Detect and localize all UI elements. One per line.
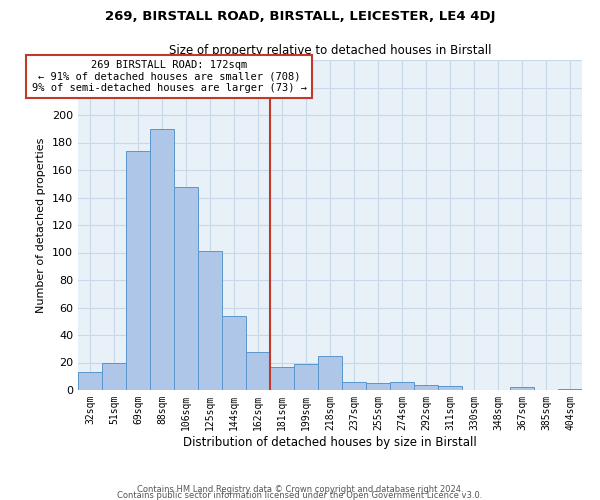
Bar [366,383,390,390]
Text: Contains public sector information licensed under the Open Government Licence v3: Contains public sector information licen… [118,490,482,500]
Bar [438,386,462,390]
Bar [342,382,366,390]
Bar [558,388,582,390]
Text: 269, BIRSTALL ROAD, BIRSTALL, LEICESTER, LE4 4DJ: 269, BIRSTALL ROAD, BIRSTALL, LEICESTER,… [105,10,495,23]
Bar [222,316,246,390]
Bar [318,356,342,390]
Bar [78,372,102,390]
X-axis label: Distribution of detached houses by size in Birstall: Distribution of detached houses by size … [183,436,477,448]
Bar [126,151,150,390]
Y-axis label: Number of detached properties: Number of detached properties [37,138,46,312]
Bar [510,387,534,390]
Text: 269 BIRSTALL ROAD: 172sqm
← 91% of detached houses are smaller (708)
9% of semi-: 269 BIRSTALL ROAD: 172sqm ← 91% of detac… [32,60,307,93]
Title: Size of property relative to detached houses in Birstall: Size of property relative to detached ho… [169,44,491,58]
Bar [246,352,270,390]
Bar [294,364,318,390]
Bar [150,128,174,390]
Text: Contains HM Land Registry data © Crown copyright and database right 2024.: Contains HM Land Registry data © Crown c… [137,484,463,494]
Bar [198,251,222,390]
Bar [414,384,438,390]
Bar [102,362,126,390]
Bar [270,366,294,390]
Bar [390,382,414,390]
Bar [174,186,198,390]
